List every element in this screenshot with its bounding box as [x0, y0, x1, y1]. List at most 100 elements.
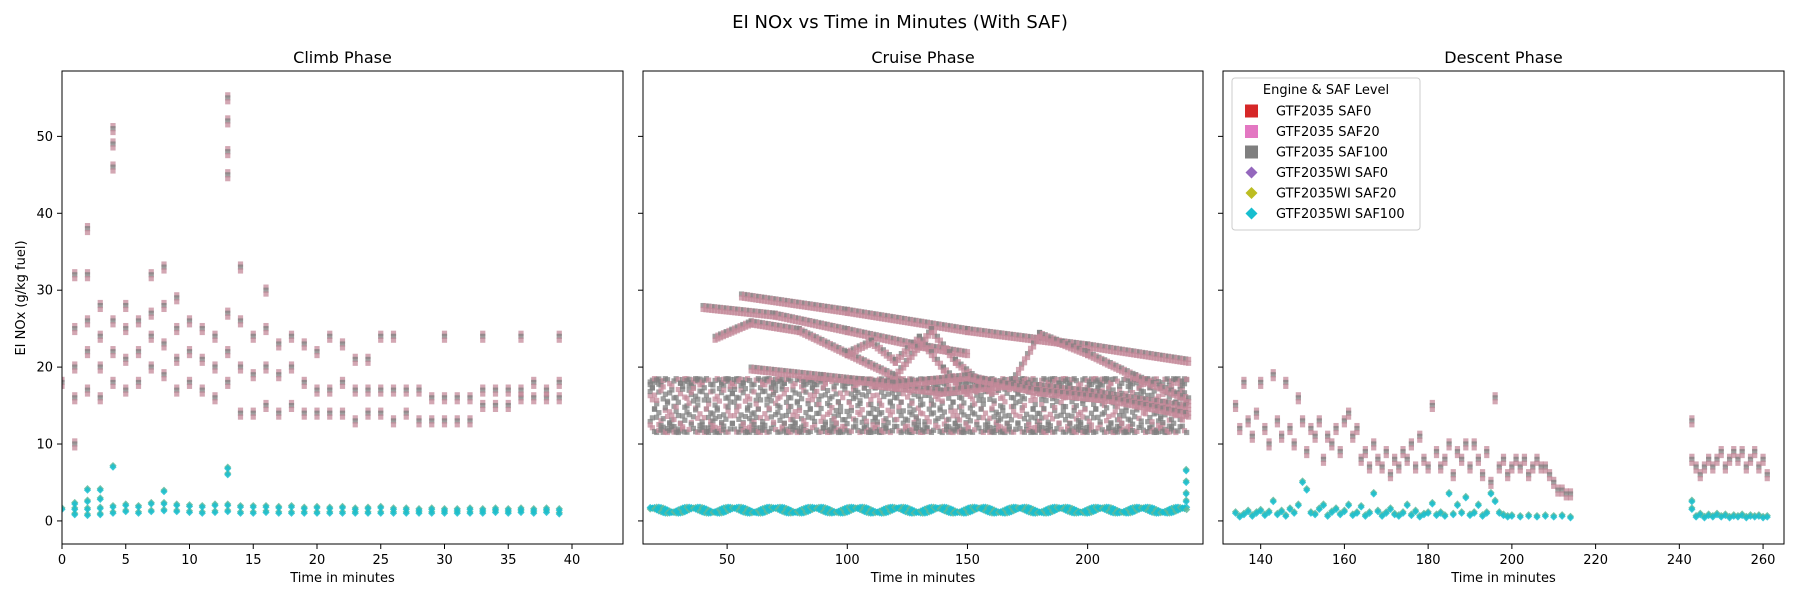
data-point — [1337, 446, 1343, 452]
data-point — [518, 399, 524, 405]
line-point — [1185, 395, 1192, 401]
line-point — [784, 301, 790, 308]
band-point — [695, 402, 701, 408]
data-point — [416, 418, 422, 424]
line-point — [966, 388, 972, 394]
data-point — [72, 441, 78, 447]
line-point — [975, 387, 981, 393]
band-point — [1069, 399, 1075, 405]
plot-area — [646, 291, 1192, 517]
line-point — [833, 305, 839, 311]
line-point — [987, 377, 994, 383]
data-point — [212, 399, 218, 405]
data-point — [1533, 513, 1541, 521]
line-point — [1154, 355, 1160, 362]
line-point — [928, 349, 935, 355]
data-point — [415, 506, 423, 514]
band-point — [1158, 424, 1164, 430]
line-point — [771, 370, 777, 377]
line-point — [947, 377, 953, 384]
data-point — [1429, 399, 1435, 406]
data-point — [225, 176, 231, 182]
band-point — [980, 397, 986, 403]
line-point — [850, 307, 856, 313]
band-point — [1065, 423, 1071, 430]
band-point — [889, 403, 896, 409]
line-point — [1174, 405, 1180, 411]
line-point — [1080, 396, 1086, 402]
band-point — [870, 429, 876, 435]
line-point — [976, 378, 982, 384]
line-point — [853, 308, 859, 314]
line-point — [1033, 382, 1039, 388]
band-point — [924, 425, 930, 431]
line-point — [1144, 381, 1151, 387]
panel-title: Descent Phase — [1444, 48, 1562, 67]
data-point — [287, 509, 296, 517]
line-point — [1005, 384, 1011, 390]
line-point — [762, 324, 768, 330]
data-point — [110, 129, 116, 136]
band-point — [1134, 391, 1140, 398]
data-point — [1446, 445, 1452, 451]
data-point — [135, 383, 142, 389]
line-point — [787, 302, 793, 308]
band-point — [1093, 406, 1099, 412]
line-point — [999, 383, 1005, 389]
line-point — [1110, 361, 1116, 367]
band-point — [1155, 393, 1162, 399]
line-point — [896, 337, 902, 343]
data-point — [1764, 476, 1770, 482]
x-tick-label: 5 — [122, 553, 130, 568]
data-point — [556, 383, 562, 389]
line-point — [944, 378, 950, 384]
band-point — [833, 407, 839, 414]
band-point — [781, 391, 787, 397]
band-point — [792, 421, 798, 427]
data-point — [1567, 495, 1574, 501]
band-point — [1127, 417, 1134, 423]
line-point — [817, 371, 823, 378]
line-point — [1168, 387, 1174, 393]
line-point — [812, 371, 818, 377]
line-point — [749, 308, 755, 314]
data-point — [1400, 446, 1406, 452]
band-point — [1123, 408, 1129, 414]
line-point — [884, 382, 890, 389]
line-point — [1110, 365, 1116, 371]
line-point — [881, 382, 887, 388]
line-point — [1180, 396, 1186, 402]
band-point — [779, 413, 785, 419]
band-point — [1104, 405, 1110, 411]
band-point — [712, 402, 718, 408]
data-point — [1270, 369, 1276, 375]
data-point — [263, 406, 269, 413]
data-point — [339, 414, 346, 420]
data-point — [109, 503, 117, 511]
data-point — [1735, 456, 1741, 462]
line-point — [859, 329, 865, 335]
line-point — [953, 351, 959, 357]
band-point — [1106, 424, 1112, 430]
line-point — [1079, 350, 1085, 356]
line-point — [1185, 356, 1192, 363]
line-point — [1106, 398, 1112, 405]
data-point — [454, 422, 460, 428]
data-point — [556, 399, 562, 405]
line-point — [1048, 334, 1054, 340]
line-point — [838, 324, 845, 331]
data-point — [1362, 449, 1368, 455]
line-point — [1154, 398, 1160, 404]
data-point — [1350, 430, 1356, 436]
line-point — [937, 337, 944, 343]
line-point — [887, 313, 893, 319]
band-point — [703, 406, 710, 412]
line-point — [1071, 395, 1077, 401]
data-point — [237, 364, 244, 370]
band-point — [805, 397, 811, 404]
band-point — [1095, 425, 1101, 431]
band-point — [654, 397, 660, 404]
data-point — [1475, 456, 1481, 462]
data-point — [1731, 449, 1737, 455]
line-point — [1024, 351, 1031, 357]
